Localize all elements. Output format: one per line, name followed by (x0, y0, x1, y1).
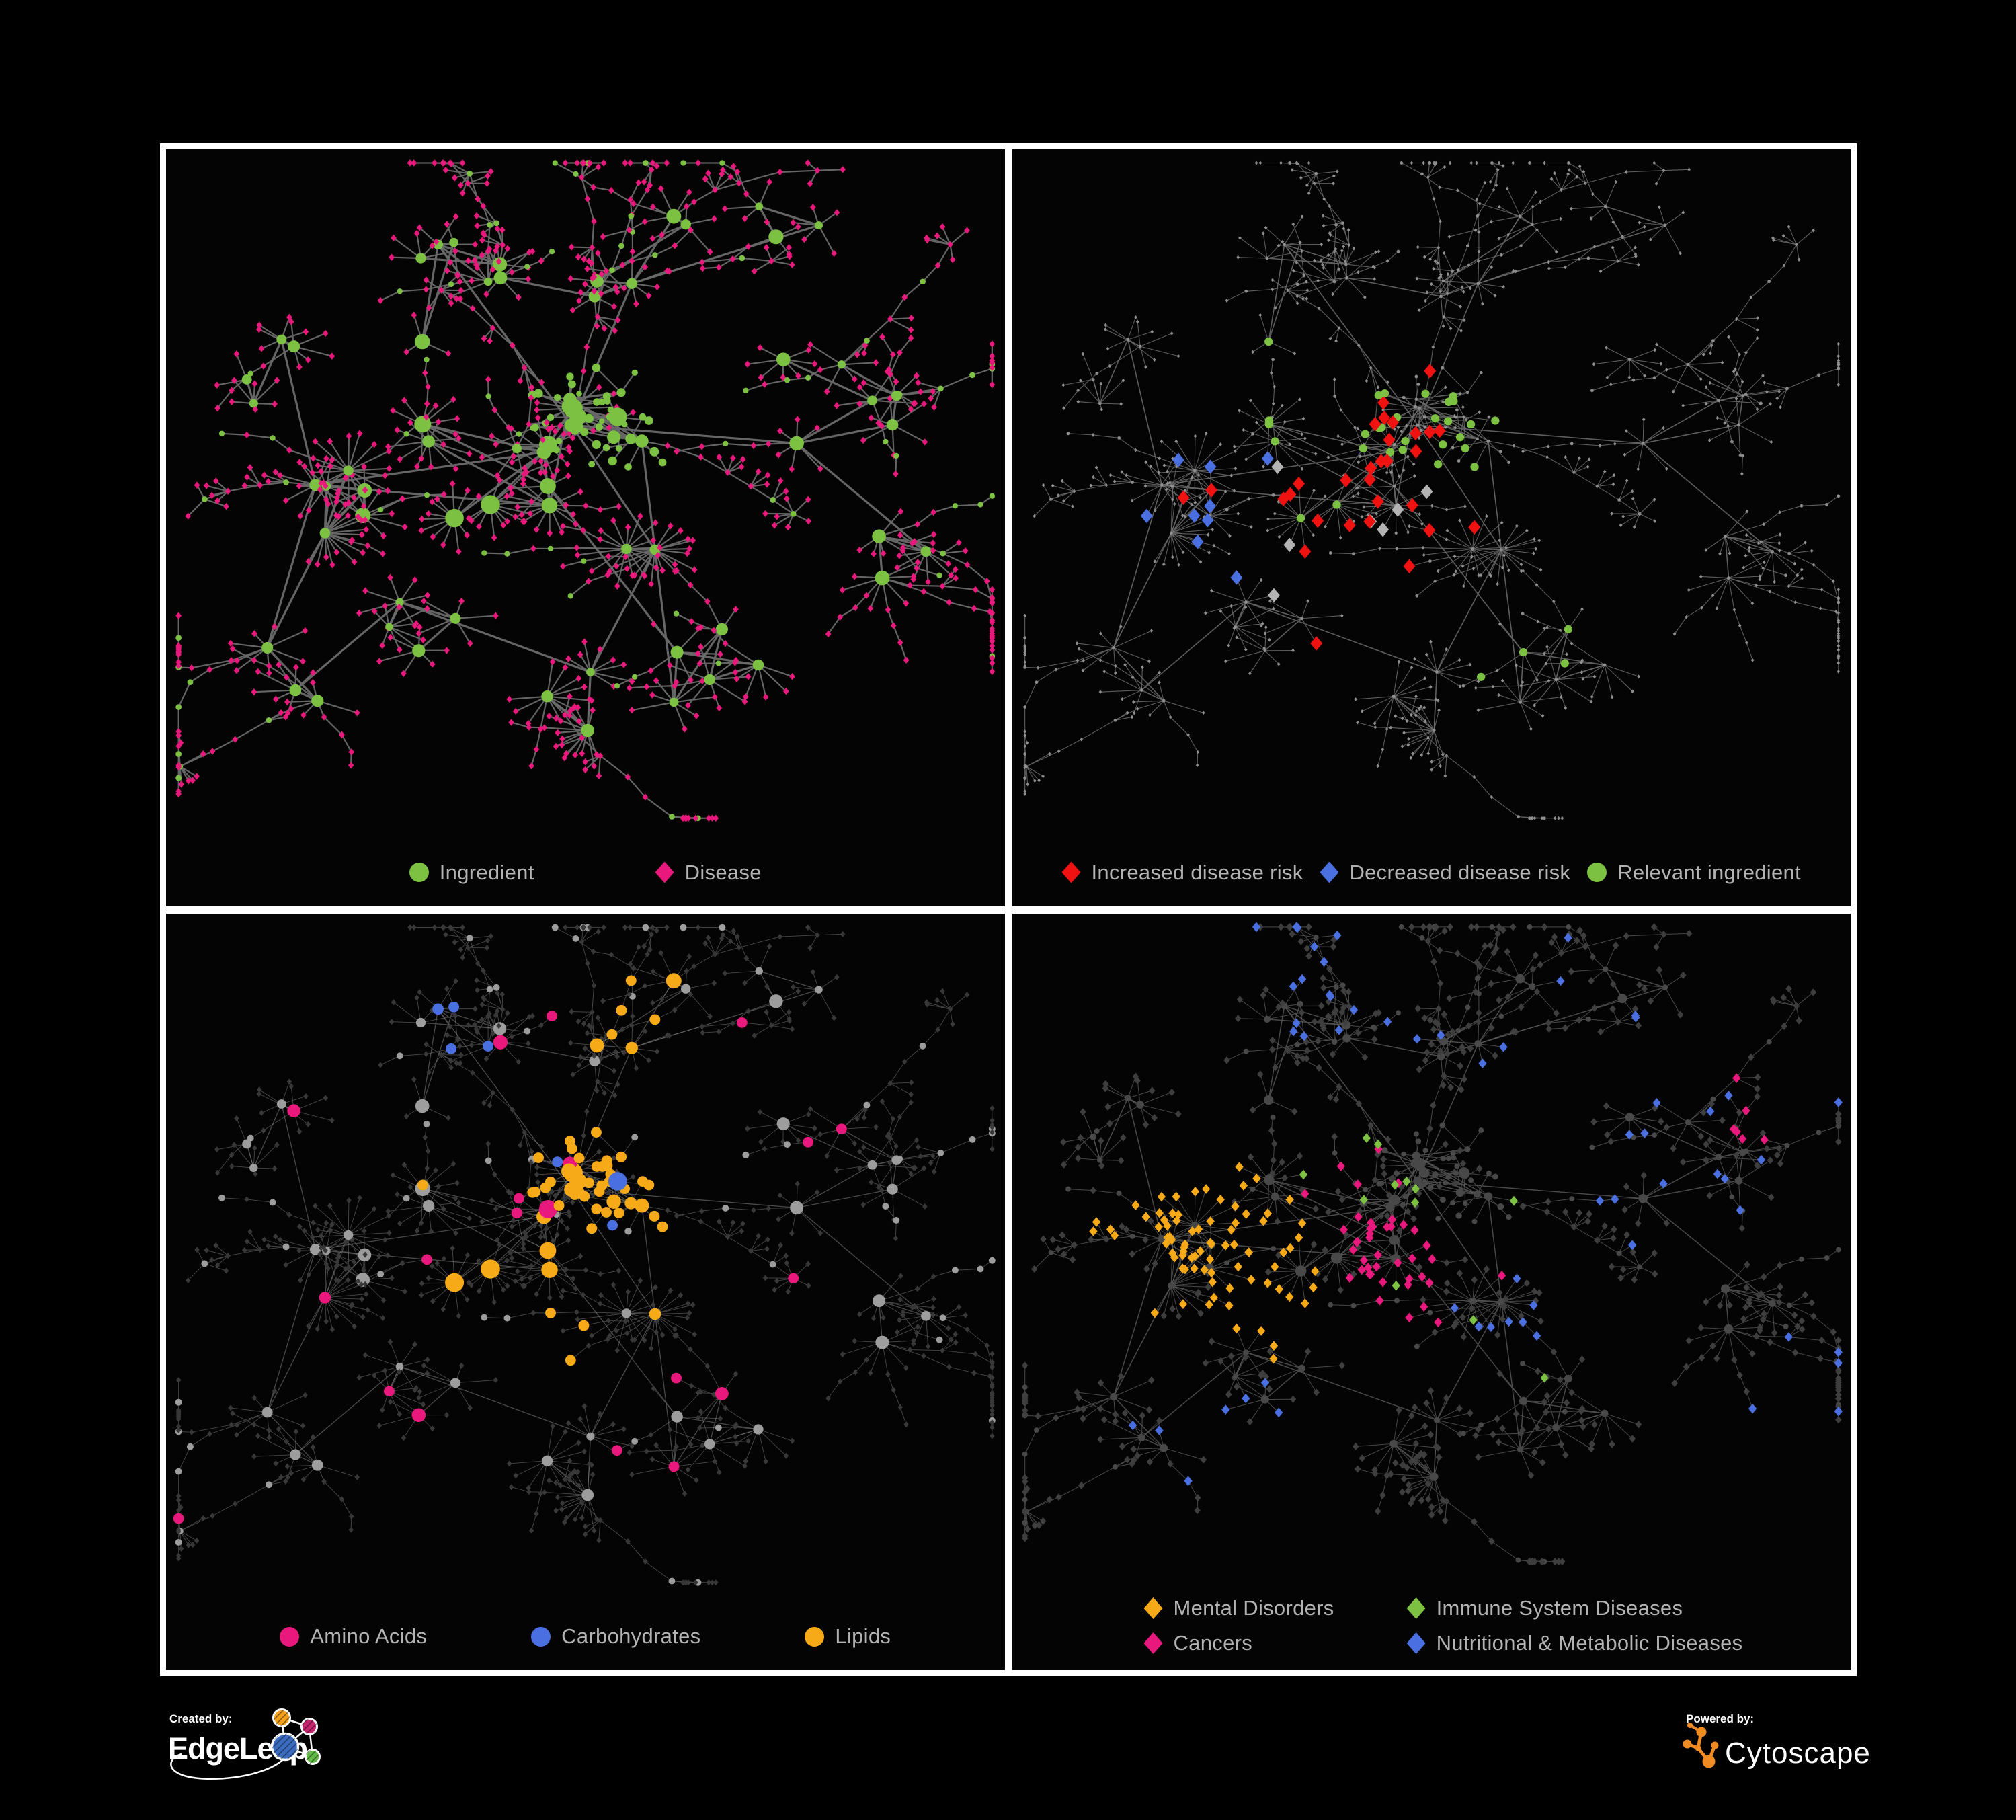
amino-acids-circle-icon (280, 1626, 300, 1647)
legend-label-immune-diseases: Immune System Diseases (1436, 1596, 1683, 1620)
edgeleap-node-magenta (300, 1718, 318, 1735)
legend-item-immune-diseases: Immune System Diseases (1406, 1596, 1743, 1620)
legend-item-mental-disorders: Mental Disorders (1143, 1596, 1334, 1620)
legend-item-lipids: Lipids (805, 1624, 891, 1649)
network-plot-disease-categories (1021, 921, 1843, 1565)
legend-item-cancers: Cancers (1143, 1631, 1334, 1655)
immune-diseases-diamond-icon (1406, 1597, 1426, 1619)
legend-label-decreased-risk: Decreased disease risk (1349, 860, 1571, 884)
panel-disease-categories: Mental Disorders Immune System Diseases … (1012, 913, 1851, 1670)
legend-disease-categories: Mental Disorders Immune System Diseases … (1012, 1581, 1851, 1670)
edgeleap-node-green (305, 1749, 321, 1765)
legend-label-mental-disorders: Mental Disorders (1173, 1596, 1334, 1620)
legend-label-relevant-ingredient: Relevant ingredient (1617, 860, 1801, 884)
legend-label-nutritional-metabolic: Nutritional & Metabolic Diseases (1436, 1631, 1743, 1655)
cancers-diamond-icon (1143, 1632, 1163, 1654)
edgeleap-swoosh (170, 1753, 283, 1780)
decreased-risk-diamond-icon (1320, 861, 1339, 883)
carbohydrates-circle-icon (531, 1626, 551, 1647)
legend-label-lipids: Lipids (835, 1624, 891, 1648)
powered-by-label: Powered by: (1686, 1712, 1754, 1725)
cytoscape-wordmark: Cytoscape (1725, 1737, 1871, 1770)
four-panel-network-grid: Ingredient Disease Increased disease ris… (160, 143, 1857, 1676)
legend-item-decreased-risk: Decreased disease risk (1320, 861, 1570, 885)
legend-item-nutritional-metabolic: Nutritional & Metabolic Diseases (1406, 1631, 1743, 1655)
lipids-circle-icon (805, 1626, 825, 1647)
legend-nutrient-categories: Amino Acids Carbohydrates Lipids (166, 1603, 1005, 1670)
legend-item-ingredient: Ingredient (409, 861, 534, 885)
legend-label-cancers: Cancers (1173, 1631, 1253, 1655)
created-by-label: Created by: (169, 1712, 233, 1725)
panel-nutrient-categories: Amino Acids Carbohydrates Lipids (166, 913, 1005, 1670)
edgeleap-logo-icon (270, 1708, 321, 1765)
legend-item-increased-risk: Increased disease risk (1061, 860, 1303, 885)
relevant-ingredient-circle-icon (1587, 863, 1607, 882)
network-plot-disease-risk (1022, 161, 1840, 820)
legend-label-increased-risk: Increased disease risk (1091, 860, 1303, 884)
legend-item-relevant-ingredient: Relevant ingredient (1587, 861, 1801, 885)
nutritional-metabolic-diamond-icon (1406, 1632, 1426, 1654)
legend-item-disease: Disease (655, 861, 762, 885)
increased-risk-diamond-icon (1061, 861, 1081, 883)
cytoscape-logo-icon (1683, 1723, 1719, 1768)
disease-diamond-icon (655, 861, 674, 883)
legend-item-carbohydrates: Carbohydrates (531, 1624, 700, 1649)
legend-label-carbohydrates: Carbohydrates (561, 1624, 701, 1648)
panel-ingredient-disease: Ingredient Disease (166, 149, 1005, 906)
edgeleap-lockup: Created by: EdgeLeap (168, 1708, 321, 1780)
mental-disorders-diamond-icon (1143, 1597, 1163, 1619)
network-plot-ingredient-disease (175, 159, 996, 822)
legend-label-amino-acids: Amino Acids (310, 1624, 428, 1648)
legend-disease-risk: Increased disease risk Decreased disease… (1012, 839, 1851, 906)
legend-ingredient-disease: Ingredient Disease (166, 839, 1005, 906)
legend-item-amino-acids: Amino Acids (280, 1624, 427, 1649)
network-plot-nutrient-categories (173, 924, 996, 1586)
edgeleap-node-blue (270, 1732, 300, 1762)
edgeleap-node-orange (272, 1708, 291, 1727)
ingredient-circle-icon (409, 863, 429, 882)
legend-label-disease: Disease (684, 860, 762, 884)
legend-label-ingredient: Ingredient (439, 860, 534, 884)
cytoscape-lockup: Powered by: Cytoscape (1683, 1712, 1871, 1770)
panel-disease-risk: Increased disease risk Decreased disease… (1012, 149, 1851, 906)
